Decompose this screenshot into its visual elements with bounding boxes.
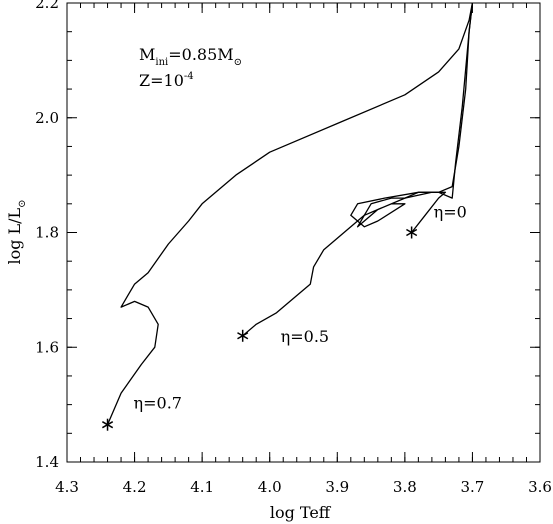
metallicity-annotation-exponent: -4 <box>184 71 194 82</box>
start-asterisk-marker <box>237 329 249 342</box>
series-label: η=0.7 <box>134 394 182 413</box>
y-tick-label: 1.4 <box>35 453 59 471</box>
metallicity-annotation: Z=10-4 <box>139 71 194 90</box>
y-axis-title-sun-symbol: ⊙ <box>17 199 28 207</box>
x-tick-label: 4.1 <box>190 478 214 496</box>
evolutionary-tracks <box>106 2 474 425</box>
start-asterisk-marker <box>406 226 418 239</box>
mass-annotation-sun-symbol: ⊙ <box>234 57 242 68</box>
series-label: η=0 <box>434 203 467 222</box>
x-tick-label: 3.8 <box>393 478 417 496</box>
start-asterisk-marker <box>101 418 114 431</box>
y-tick-label: 1.6 <box>35 338 59 356</box>
y-tick-label: 2.0 <box>35 109 59 127</box>
x-tick-label: 3.7 <box>460 478 484 496</box>
mass-annotation-value: =0.85M <box>168 45 233 64</box>
mass-annotation: Mini=0.85M⊙ <box>139 45 242 68</box>
x-axis-title: log Teff <box>270 503 332 522</box>
asterisk-stroke <box>406 228 418 237</box>
series-label: η=0.5 <box>281 327 329 346</box>
x-tick-label: 4.2 <box>123 478 147 496</box>
y-tick-label: 1.8 <box>35 224 59 242</box>
series-labels: η=0 η=0.5 η=0.7 <box>134 203 467 413</box>
x-tick-label: 4.3 <box>55 478 79 496</box>
track-eta-0-7 <box>106 2 474 425</box>
axis-tick-labels: 4.3 4.2 4.1 4.0 3.9 3.8 3.7 3.6 1.4 1.6 1.8 2.0 2.2 <box>35 0 552 496</box>
x-tick-label: 3.6 <box>528 478 552 496</box>
metallicity-annotation-main: Z=10 <box>139 71 184 90</box>
y-tick-label: 2.2 <box>35 0 59 12</box>
mass-annotation-sub: ini <box>155 57 168 68</box>
x-tick-label: 4.0 <box>258 478 282 496</box>
axis-ticks <box>66 2 541 463</box>
track-eta-0-5 <box>242 2 474 337</box>
y-axis-title: log L/L⊙ <box>5 199 28 264</box>
mass-annotation-m: M <box>139 45 155 64</box>
y-axis-title-main: log L/L <box>5 207 24 264</box>
track-eta-0 <box>350 2 474 233</box>
x-tick-label: 3.9 <box>325 478 349 496</box>
start-markers <box>101 226 418 431</box>
asterisk-stroke <box>101 421 114 429</box>
asterisk-stroke <box>237 332 249 340</box>
